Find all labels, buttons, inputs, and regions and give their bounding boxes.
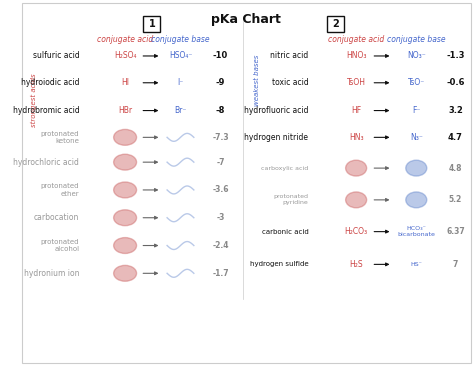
Text: hydrogen sulfide: hydrogen sulfide xyxy=(250,261,309,268)
Text: 7: 7 xyxy=(453,260,458,269)
Ellipse shape xyxy=(406,160,427,176)
Text: HS⁻: HS⁻ xyxy=(410,262,422,267)
Text: hydronium ion: hydronium ion xyxy=(24,269,79,278)
Text: hydrofluoric acid: hydrofluoric acid xyxy=(244,106,309,115)
Text: 5.2: 5.2 xyxy=(449,195,462,204)
Text: 4.8: 4.8 xyxy=(449,164,462,173)
FancyBboxPatch shape xyxy=(327,16,344,32)
Text: HCO₃⁻
bicarbonate: HCO₃⁻ bicarbonate xyxy=(397,226,435,237)
Text: hydroiodic acid: hydroiodic acid xyxy=(21,78,79,87)
Text: TsO⁻: TsO⁻ xyxy=(408,78,425,87)
Text: 2: 2 xyxy=(332,19,338,29)
Text: carbonic acid: carbonic acid xyxy=(262,229,309,235)
Text: -0.6: -0.6 xyxy=(446,78,465,87)
Text: -1.7: -1.7 xyxy=(212,269,229,278)
Text: -10: -10 xyxy=(213,52,228,60)
Text: I⁻: I⁻ xyxy=(177,78,183,87)
Ellipse shape xyxy=(114,130,137,145)
Text: HF: HF xyxy=(351,106,361,115)
Text: strongest acids: strongest acids xyxy=(30,74,36,127)
Text: weakest bases: weakest bases xyxy=(254,55,260,107)
Text: HNO₃: HNO₃ xyxy=(346,52,366,60)
Text: H₂S: H₂S xyxy=(349,260,363,269)
Text: hydrochloric acid: hydrochloric acid xyxy=(13,158,79,167)
Text: HSO₄⁻: HSO₄⁻ xyxy=(169,52,192,60)
Ellipse shape xyxy=(346,160,367,176)
Text: conjugate acid: conjugate acid xyxy=(328,35,384,44)
Text: 4.7: 4.7 xyxy=(448,133,463,142)
Text: -8: -8 xyxy=(216,106,225,115)
Text: -9: -9 xyxy=(216,78,225,87)
Ellipse shape xyxy=(114,238,137,254)
Ellipse shape xyxy=(114,182,137,198)
Text: N₃⁻: N₃⁻ xyxy=(410,133,423,142)
Text: carboxylic acid: carboxylic acid xyxy=(261,165,309,171)
Text: Br⁻: Br⁻ xyxy=(174,106,187,115)
Text: 3.2: 3.2 xyxy=(448,106,463,115)
Text: nitric acid: nitric acid xyxy=(270,52,309,60)
Text: -3.6: -3.6 xyxy=(212,186,229,194)
Text: NO₃⁻: NO₃⁻ xyxy=(407,52,426,60)
Text: H₂SO₄: H₂SO₄ xyxy=(114,52,137,60)
Text: 1: 1 xyxy=(148,19,155,29)
Text: toxic acid: toxic acid xyxy=(272,78,309,87)
Text: protonated
pyridine: protonated pyridine xyxy=(273,194,309,205)
Text: -3: -3 xyxy=(217,213,225,222)
Text: -7: -7 xyxy=(216,158,225,167)
Text: protonated
ketone: protonated ketone xyxy=(41,131,79,144)
Text: 6.37: 6.37 xyxy=(446,227,465,236)
Text: HBr: HBr xyxy=(118,106,132,115)
Text: protonated
ether: protonated ether xyxy=(41,183,79,197)
Ellipse shape xyxy=(346,192,367,208)
Ellipse shape xyxy=(114,265,137,281)
Text: TsOH: TsOH xyxy=(346,78,365,87)
Text: carbocation: carbocation xyxy=(34,213,79,222)
Text: hydrobromic acid: hydrobromic acid xyxy=(12,106,79,115)
Text: hydrogen nitride: hydrogen nitride xyxy=(245,133,309,142)
Text: pKa Chart: pKa Chart xyxy=(211,13,281,26)
Text: H₂CO₃: H₂CO₃ xyxy=(345,227,368,236)
FancyBboxPatch shape xyxy=(143,16,160,32)
Ellipse shape xyxy=(114,154,137,170)
Text: sulfuric acid: sulfuric acid xyxy=(33,52,79,60)
Ellipse shape xyxy=(114,210,137,226)
Text: conjugate base: conjugate base xyxy=(387,35,446,44)
Text: F⁻: F⁻ xyxy=(412,106,420,115)
Ellipse shape xyxy=(406,192,427,208)
Text: conjugate base: conjugate base xyxy=(151,35,210,44)
Text: -2.4: -2.4 xyxy=(212,241,229,250)
Text: HN₃: HN₃ xyxy=(349,133,364,142)
Text: -1.3: -1.3 xyxy=(446,52,465,60)
Text: -7.3: -7.3 xyxy=(212,133,229,142)
Text: protonated
alcohol: protonated alcohol xyxy=(41,239,79,252)
Text: conjugate acid: conjugate acid xyxy=(97,35,153,44)
Text: HI: HI xyxy=(121,78,129,87)
